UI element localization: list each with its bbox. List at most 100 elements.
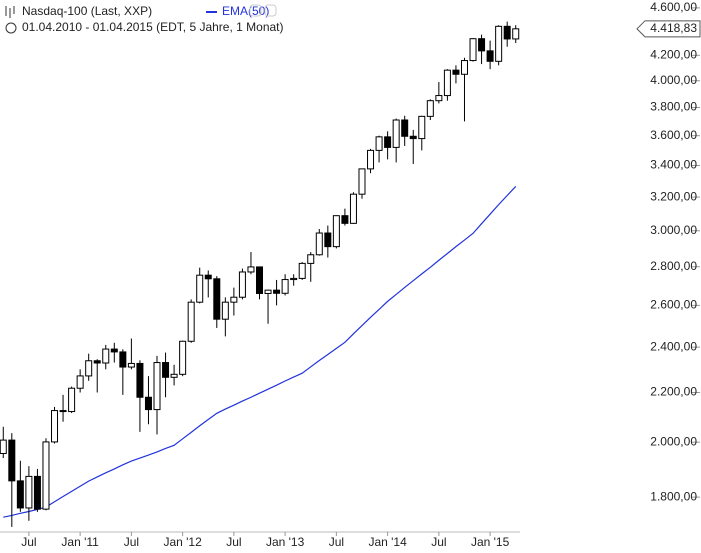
candle <box>204 270 212 298</box>
candle <box>495 25 503 66</box>
settings-icon[interactable] <box>249 4 262 17</box>
y-tick-label: 2.400,00 <box>650 339 697 353</box>
candle <box>68 386 76 414</box>
candle-body <box>136 362 144 398</box>
candle <box>238 268 246 300</box>
candle <box>85 353 93 381</box>
candle-body <box>273 289 281 294</box>
x-tick-label: Jul <box>226 535 241 549</box>
candle-body <box>452 69 460 75</box>
candle <box>221 297 229 337</box>
candle-body <box>51 410 59 443</box>
close-icon[interactable] <box>264 4 277 17</box>
candle <box>93 359 101 393</box>
candle <box>119 349 127 395</box>
candle-body <box>204 274 212 280</box>
candle <box>162 352 170 398</box>
candle-body <box>409 135 417 140</box>
candle-body <box>478 38 486 52</box>
y-tick-label: 2.600,00 <box>650 298 697 312</box>
candle <box>435 82 443 104</box>
candle <box>392 118 400 163</box>
ema-line <box>3 186 517 518</box>
candle-body <box>238 271 246 298</box>
y-tick-label: 2.000,00 <box>650 434 697 448</box>
candle-body <box>256 266 263 294</box>
candle-body <box>486 50 494 62</box>
candle <box>290 274 298 286</box>
candle <box>153 355 161 435</box>
candle-body <box>230 296 238 303</box>
candle <box>8 433 16 527</box>
candle <box>281 274 289 296</box>
candle <box>401 115 409 146</box>
candle <box>179 340 187 377</box>
x-tick-label: Jul <box>329 535 344 549</box>
candle <box>230 287 238 316</box>
candle <box>76 369 84 393</box>
candle-body <box>127 362 135 368</box>
header-icon <box>5 6 15 18</box>
candle-body <box>503 25 511 40</box>
candle-body <box>358 168 366 195</box>
candle-body <box>187 301 195 342</box>
y-tick-label: 4.200,00 <box>650 47 697 61</box>
y-tick-label: 2.800,00 <box>650 259 697 273</box>
candle-body <box>349 193 357 224</box>
y-tick-label: 1.800,00 <box>650 489 697 503</box>
y-tick-label: 3.800,00 <box>650 100 697 114</box>
candle <box>247 252 255 275</box>
candle <box>298 262 306 280</box>
candle-body <box>307 254 315 264</box>
candle <box>486 40 494 70</box>
candle-body <box>281 279 289 294</box>
candle <box>503 21 511 47</box>
candle <box>418 115 426 151</box>
candle-body <box>85 360 93 377</box>
candle-body <box>367 149 375 170</box>
candle <box>443 69 451 101</box>
candle-body <box>426 100 434 117</box>
candle-body <box>162 362 170 378</box>
candle <box>264 289 272 324</box>
candle-body <box>315 232 323 256</box>
candle-body <box>435 95 443 102</box>
candle <box>51 406 59 444</box>
candle <box>187 299 195 343</box>
y-tick-label: 4.600,00 <box>650 0 697 14</box>
legend-label: EMA(50) <box>222 4 269 18</box>
candle-body <box>0 439 7 455</box>
x-tick-label: Jul <box>431 535 446 549</box>
candle <box>512 25 520 44</box>
y-tick-label: 3.200,00 <box>650 189 697 203</box>
candle-body <box>213 278 221 320</box>
candle <box>0 426 7 459</box>
candle <box>358 168 366 199</box>
candle-body <box>384 136 392 148</box>
candle-body <box>16 480 24 509</box>
candle-body <box>25 475 33 509</box>
candle <box>375 135 383 163</box>
candle <box>315 229 323 256</box>
candle-body <box>392 119 400 148</box>
candle <box>332 215 340 249</box>
candle-body <box>144 396 152 411</box>
chart-title: Nasdaq-100 (Last, XXP) <box>22 4 152 18</box>
candle <box>110 342 118 363</box>
candle-body <box>375 136 383 151</box>
candle-body <box>495 25 503 62</box>
candle <box>33 468 41 512</box>
candle <box>426 99 434 120</box>
candle <box>213 276 221 328</box>
candle-body <box>68 387 76 413</box>
candle <box>16 460 24 512</box>
y-tick-label: 3.400,00 <box>650 158 697 172</box>
candle-body <box>33 475 41 510</box>
candle <box>341 208 349 226</box>
x-tick-label: Jan '15 <box>471 535 510 549</box>
x-tick-label: Jan '13 <box>266 535 305 549</box>
y-tick-label: 2.200,00 <box>650 385 697 399</box>
candle-body <box>196 274 204 303</box>
